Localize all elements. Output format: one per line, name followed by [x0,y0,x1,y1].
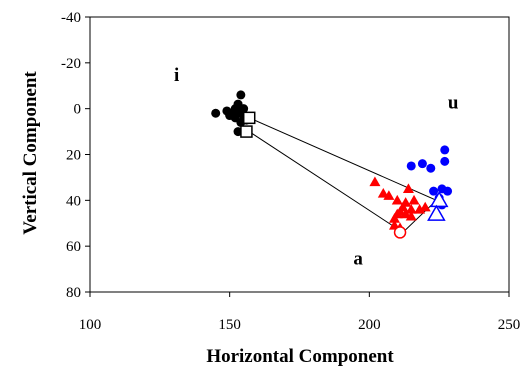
open-circle-point [395,227,406,238]
y-tick-label: -40 [61,10,81,26]
x-tick-label: 150 [218,317,241,333]
filled-circle-point [440,145,449,154]
vowel-label: u [448,93,459,114]
filled-circle-point [211,109,220,118]
y-axis: -40 -20 0 20 40 60 80 [61,10,90,301]
vowel-label: i [174,65,179,86]
x-tick-label: 250 [498,317,521,333]
y-tick-label: -20 [61,56,81,72]
y-tick-label: 60 [66,239,81,255]
plot-area [90,17,509,292]
y-tick-label: 0 [74,102,82,118]
vowel-label: a [353,249,363,270]
y-tick-label: 80 [66,285,81,301]
open-square-point [244,112,255,123]
x-tick-label: 100 [79,317,102,333]
y-tick-label: 40 [66,193,81,209]
x-axis-title: Horizontal Component [206,346,394,367]
filled-circle-point [443,187,452,196]
filled-circle-point [440,157,449,166]
filled-circle-point [236,90,245,99]
filled-circle-point [418,159,427,168]
filled-circle-point [407,161,416,170]
open-square-point [241,126,252,137]
x-tick-label: 200 [358,317,381,333]
filled-circle-point [426,164,435,173]
x-axis: 100 150 200 250 [79,292,521,333]
y-axis-title: Vertical Component [20,71,41,235]
y-tick-label: 20 [66,148,81,164]
